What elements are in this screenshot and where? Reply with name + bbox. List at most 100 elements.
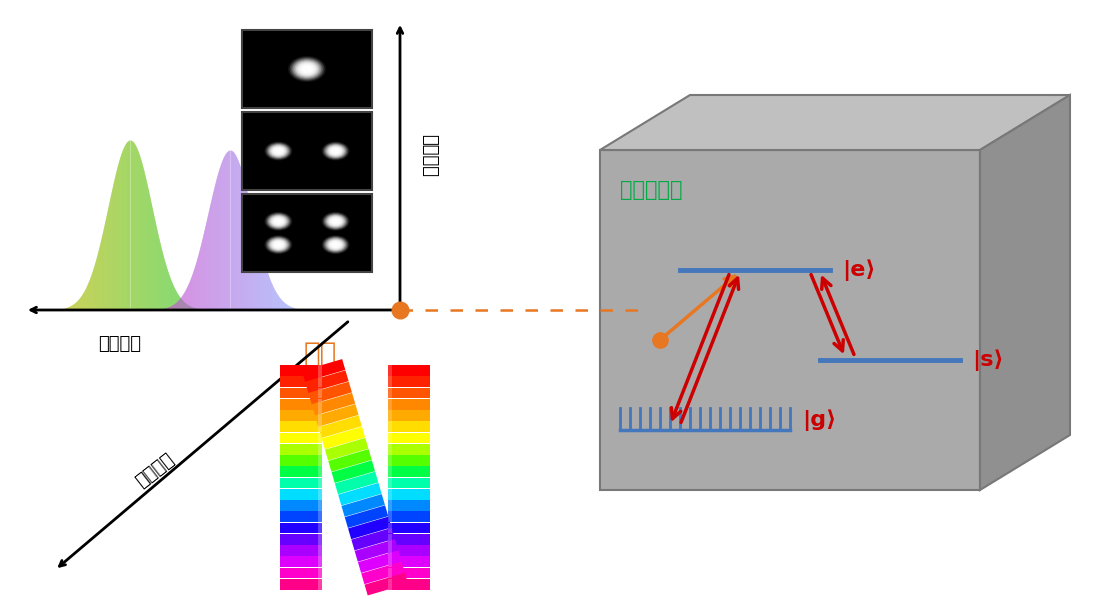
Ellipse shape	[275, 242, 282, 247]
Bar	[280, 399, 322, 410]
Ellipse shape	[270, 146, 286, 157]
Bar	[388, 376, 430, 387]
Bar	[599, 150, 980, 490]
Bar	[280, 410, 322, 421]
Ellipse shape	[293, 59, 321, 79]
Bar	[319, 399, 322, 410]
Ellipse shape	[323, 236, 348, 253]
Bar	[280, 455, 322, 466]
Bar	[388, 511, 430, 522]
Ellipse shape	[334, 150, 336, 152]
Ellipse shape	[325, 214, 346, 228]
Ellipse shape	[332, 149, 340, 154]
Bar	[388, 534, 392, 544]
Polygon shape	[342, 494, 385, 517]
Ellipse shape	[278, 244, 280, 245]
Polygon shape	[305, 370, 348, 393]
Ellipse shape	[302, 66, 312, 72]
Bar	[388, 433, 430, 443]
Ellipse shape	[272, 147, 284, 155]
Bar	[280, 511, 322, 522]
Polygon shape	[328, 449, 372, 472]
Bar	[388, 500, 392, 511]
Ellipse shape	[328, 146, 343, 156]
Ellipse shape	[269, 144, 288, 157]
Bar	[280, 578, 322, 589]
Ellipse shape	[271, 240, 285, 249]
Polygon shape	[355, 539, 398, 561]
Ellipse shape	[322, 141, 349, 160]
Ellipse shape	[264, 141, 292, 160]
Bar	[388, 421, 392, 432]
Ellipse shape	[301, 65, 313, 73]
Bar	[280, 568, 322, 578]
Ellipse shape	[276, 149, 281, 152]
Ellipse shape	[269, 239, 288, 251]
Ellipse shape	[278, 150, 280, 152]
Ellipse shape	[271, 146, 285, 156]
Ellipse shape	[291, 58, 323, 80]
Bar	[242, 194, 372, 272]
Polygon shape	[352, 528, 395, 551]
Polygon shape	[322, 427, 365, 449]
Bar	[280, 556, 322, 567]
Ellipse shape	[269, 215, 288, 228]
Polygon shape	[362, 561, 405, 584]
Ellipse shape	[270, 215, 286, 227]
Bar	[280, 478, 322, 488]
Bar	[388, 455, 430, 466]
Text: 光子: 光子	[303, 340, 336, 368]
Ellipse shape	[327, 215, 344, 227]
Bar	[319, 421, 322, 432]
Bar	[242, 112, 372, 190]
Polygon shape	[338, 483, 382, 506]
Ellipse shape	[278, 220, 280, 222]
Ellipse shape	[272, 217, 284, 225]
Bar	[388, 365, 430, 376]
Ellipse shape	[275, 149, 282, 154]
Polygon shape	[319, 415, 362, 438]
Ellipse shape	[275, 219, 282, 223]
Bar	[388, 545, 430, 556]
Polygon shape	[315, 404, 358, 427]
Bar	[388, 556, 392, 567]
Bar	[388, 399, 392, 410]
Bar	[388, 444, 430, 455]
Polygon shape	[348, 517, 392, 539]
Bar	[319, 455, 322, 466]
Bar	[388, 523, 430, 534]
Polygon shape	[980, 95, 1070, 490]
Bar	[388, 410, 430, 421]
Ellipse shape	[264, 235, 292, 254]
Ellipse shape	[298, 63, 316, 75]
Bar	[280, 365, 322, 376]
Bar	[280, 489, 322, 500]
Ellipse shape	[265, 142, 291, 160]
Bar	[319, 489, 322, 500]
Ellipse shape	[332, 219, 340, 223]
Bar	[388, 489, 430, 500]
Polygon shape	[325, 438, 368, 461]
Ellipse shape	[304, 67, 310, 71]
Bar	[388, 376, 392, 387]
Bar	[319, 545, 322, 556]
Bar	[388, 365, 392, 376]
Bar	[319, 376, 322, 387]
Text: |s⟩: |s⟩	[972, 349, 1003, 371]
Bar	[388, 387, 392, 398]
Ellipse shape	[273, 148, 283, 154]
Bar	[319, 410, 322, 421]
Ellipse shape	[322, 235, 349, 254]
Ellipse shape	[330, 241, 342, 249]
Bar	[388, 399, 430, 410]
Text: 空间模式: 空间模式	[420, 134, 438, 177]
Bar	[280, 534, 322, 544]
Bar	[388, 466, 392, 477]
Ellipse shape	[326, 239, 345, 251]
Polygon shape	[309, 382, 352, 404]
Bar	[388, 455, 392, 466]
Bar	[388, 478, 430, 488]
Ellipse shape	[323, 142, 348, 160]
Bar	[280, 444, 322, 455]
Bar	[319, 556, 322, 567]
